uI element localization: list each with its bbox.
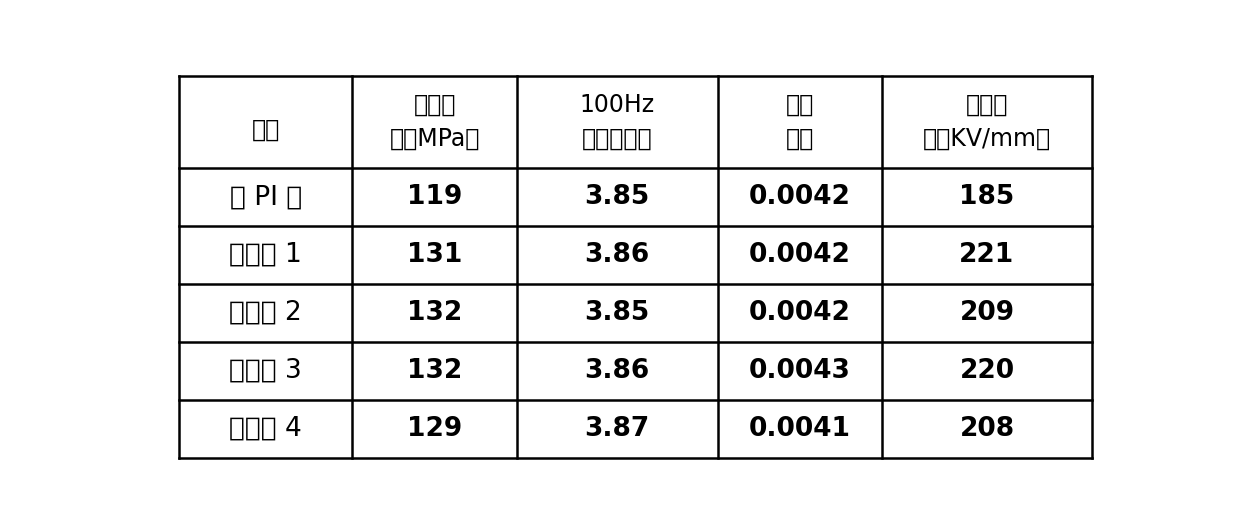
Text: 编号: 编号	[252, 117, 280, 142]
Text: 131: 131	[407, 242, 463, 268]
Text: 185: 185	[960, 184, 1014, 210]
Text: 损耗: 损耗	[786, 127, 813, 150]
Text: 0.0041: 0.0041	[749, 416, 851, 442]
Text: 3.86: 3.86	[584, 242, 650, 268]
Text: 介电: 介电	[786, 93, 813, 117]
Text: 3.85: 3.85	[584, 184, 650, 210]
Text: 度（KV/mm）: 度（KV/mm）	[923, 127, 1052, 150]
Text: 3.85: 3.85	[584, 300, 650, 326]
Text: 209: 209	[960, 300, 1014, 326]
Text: 0.0042: 0.0042	[749, 242, 851, 268]
Text: 0.0042: 0.0042	[749, 184, 851, 210]
Text: 实施例 4: 实施例 4	[229, 416, 303, 442]
Text: 129: 129	[407, 416, 463, 442]
Text: 纯 PI 膜: 纯 PI 膜	[229, 184, 301, 210]
Text: 下介电常数: 下介电常数	[582, 127, 652, 150]
Text: 拉伸强: 拉伸强	[413, 93, 456, 117]
Text: 3.87: 3.87	[584, 416, 650, 442]
Text: 实施例 2: 实施例 2	[229, 300, 303, 326]
Text: 220: 220	[960, 358, 1014, 384]
Text: 3.86: 3.86	[584, 358, 650, 384]
Text: 介电强: 介电强	[966, 93, 1008, 117]
Text: 132: 132	[407, 358, 463, 384]
Text: 100Hz: 100Hz	[579, 93, 655, 117]
Text: 119: 119	[407, 184, 463, 210]
Text: 132: 132	[407, 300, 463, 326]
Text: 实施例 3: 实施例 3	[229, 358, 303, 384]
Text: 208: 208	[960, 416, 1014, 442]
Text: 度（MPa）: 度（MPa）	[389, 127, 480, 150]
Text: 0.0042: 0.0042	[749, 300, 851, 326]
Text: 0.0043: 0.0043	[749, 358, 851, 384]
Text: 实施例 1: 实施例 1	[229, 242, 303, 268]
Text: 221: 221	[960, 242, 1014, 268]
